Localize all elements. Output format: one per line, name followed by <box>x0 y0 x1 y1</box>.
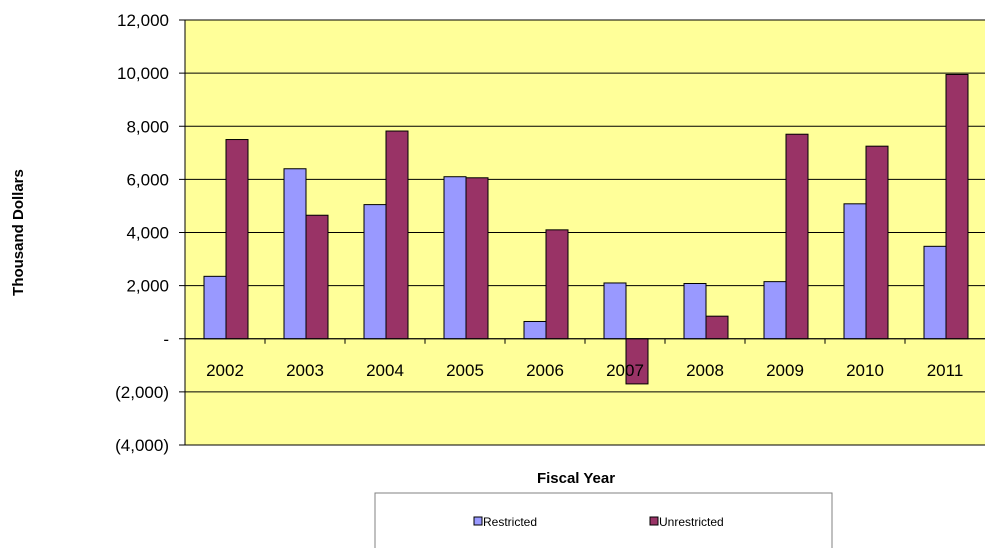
y-tick-label: (4,000) <box>115 436 169 455</box>
bar-restricted-2004 <box>363 204 387 340</box>
legend-box <box>374 492 833 548</box>
bar-unrestricted-2006 <box>545 229 569 340</box>
legend-label-unrestricted: Unrestricted <box>659 515 724 529</box>
y-tick-label: 10,000 <box>117 64 169 83</box>
legend-swatch-restricted <box>473 516 483 526</box>
bar-restricted-2006 <box>523 320 547 340</box>
bar-restricted-2007 <box>603 282 627 340</box>
bar-unrestricted-2003 <box>305 214 329 340</box>
bar-unrestricted-2010 <box>865 145 889 340</box>
bar-unrestricted-2005 <box>465 177 489 340</box>
x-axis-title: Fiscal Year <box>537 470 615 487</box>
x-tick-label: 2009 <box>766 361 804 380</box>
bar-restricted-2003 <box>283 168 307 340</box>
y-tick-label: - <box>163 330 169 349</box>
x-tick-label: 2011 <box>927 361 964 380</box>
bar-restricted-2009 <box>763 281 787 340</box>
x-tick-label: 2008 <box>686 361 724 380</box>
x-tick-label: 2010 <box>846 361 884 380</box>
bar-restricted-2002 <box>203 275 227 340</box>
plot-area: (4,000) (2,000) - 2,000 4,000 6,000 8,000 10,00… <box>115 11 985 455</box>
bar-restricted-2011 <box>923 245 947 340</box>
bar-unrestricted-2011 <box>945 73 969 340</box>
y-tick-label: (2,000) <box>115 383 169 402</box>
y-tick-label: 6,000 <box>126 170 169 189</box>
x-tick-label: 2004 <box>366 361 404 380</box>
y-tick-label: 12,000 <box>117 11 169 30</box>
bar-unrestricted-2009 <box>785 133 809 340</box>
bar-unrestricted-2002 <box>225 139 249 340</box>
x-tick-label: 2007 <box>606 361 644 380</box>
y-axis-title: Thousand Dollars <box>10 169 27 296</box>
bar-restricted-2010 <box>843 203 867 340</box>
x-tick-label: 2002 <box>206 361 244 380</box>
bar-unrestricted-2008 <box>705 315 729 340</box>
x-tick-label: 2003 <box>286 361 324 380</box>
y-tick-label: 2,000 <box>126 277 169 296</box>
legend-label-restricted: Restricted <box>483 515 537 529</box>
bar-restricted-2005 <box>443 176 467 340</box>
x-tick-label: 2005 <box>446 361 484 380</box>
x-tick-label: 2006 <box>526 361 564 380</box>
legend: Restricted Unrestricted <box>374 492 833 548</box>
legend-swatch-unrestricted <box>649 516 659 526</box>
y-tick-label: 8,000 <box>126 117 169 136</box>
bar-restricted-2008 <box>683 283 707 340</box>
y-tick-label: 4,000 <box>126 224 169 243</box>
bar-unrestricted-2004 <box>385 130 409 340</box>
